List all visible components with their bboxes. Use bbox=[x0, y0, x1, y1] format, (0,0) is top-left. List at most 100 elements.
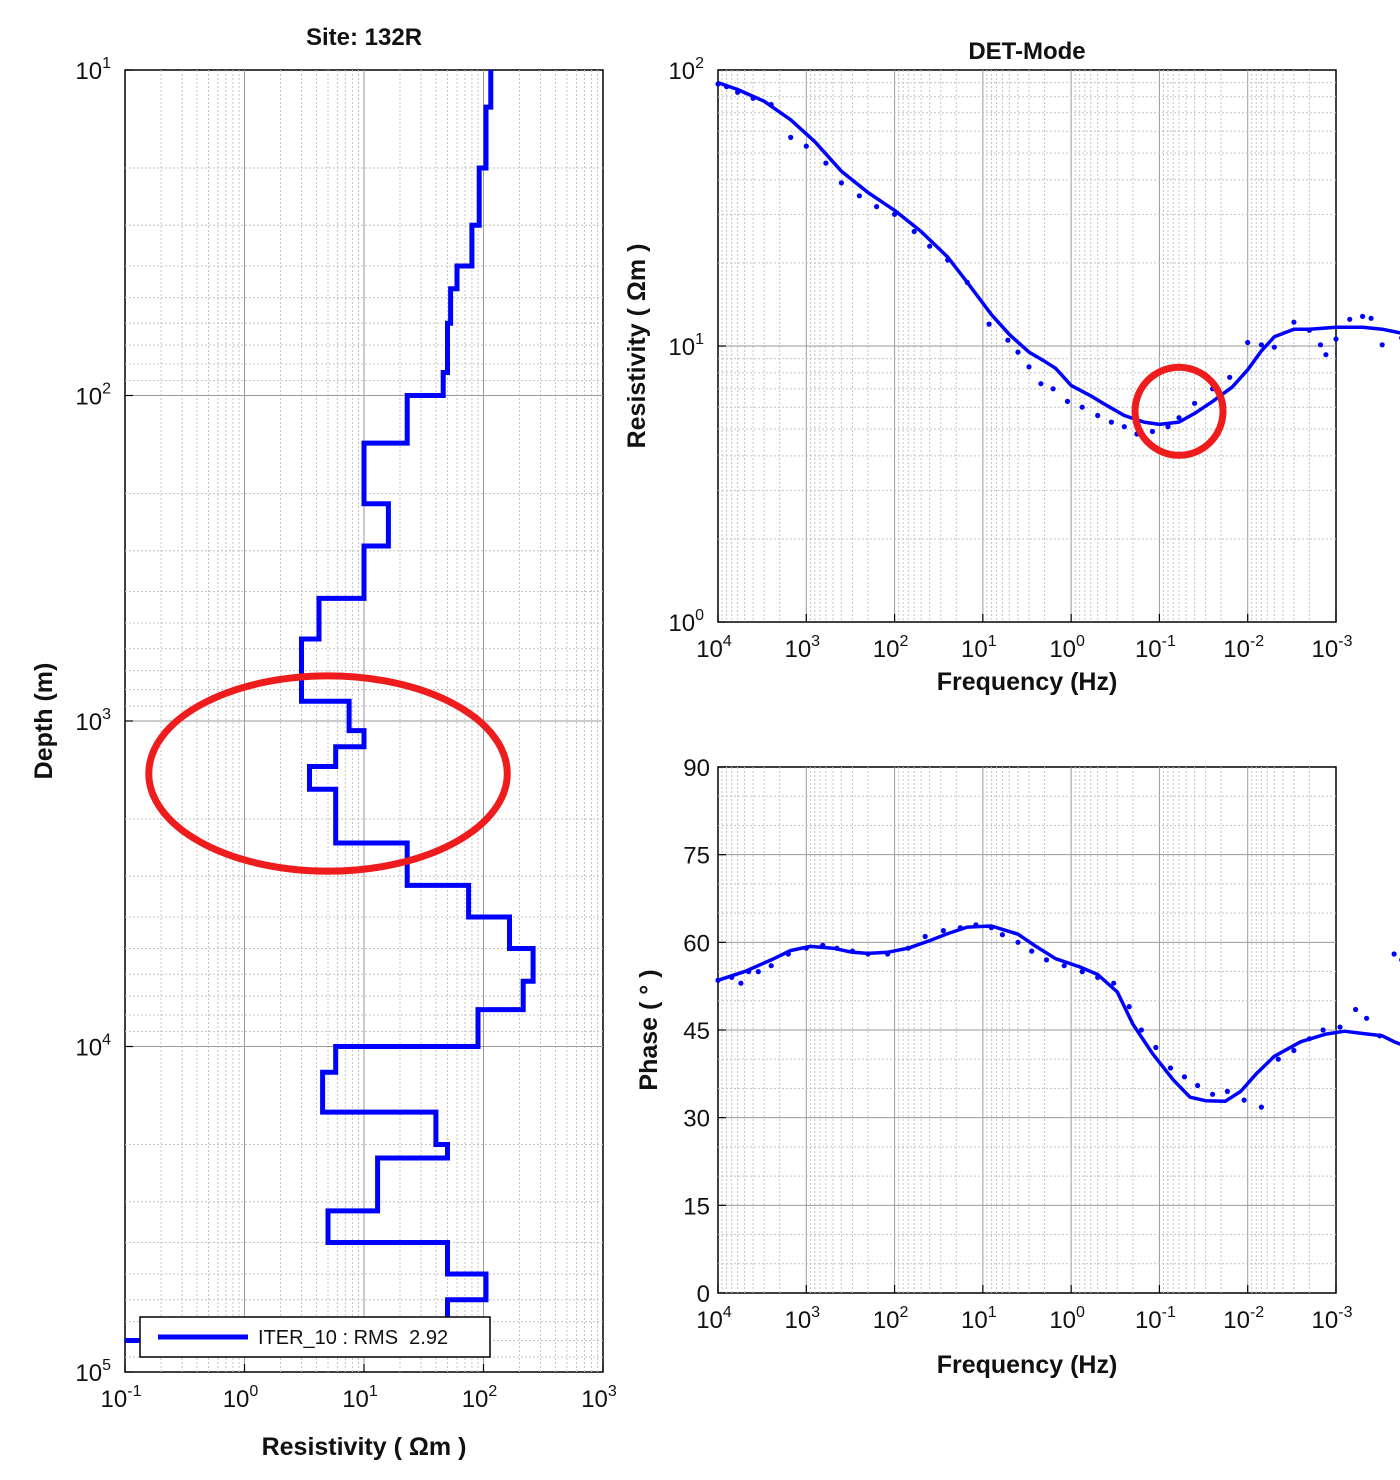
rho-x-tick-label: 103 bbox=[784, 633, 820, 663]
phase-data-point bbox=[1275, 1056, 1281, 1062]
rho-data-point bbox=[1227, 374, 1233, 380]
depth-y-tick-label: 101 bbox=[75, 55, 111, 85]
phase-data-point bbox=[988, 925, 995, 931]
rho-x-tick-label: 10-2 bbox=[1223, 633, 1264, 663]
rho-y-tick-label: 101 bbox=[668, 331, 704, 361]
highlight-ellipse bbox=[145, 672, 511, 875]
phase-data-point bbox=[922, 933, 928, 940]
phase-y-tick-label: 30 bbox=[683, 1106, 710, 1133]
phase-data-point bbox=[1138, 1027, 1144, 1033]
phase-data-point bbox=[1167, 1065, 1174, 1071]
rho-series-line bbox=[717, 80, 1400, 427]
rho-data-point bbox=[1368, 315, 1374, 321]
rho-data-point bbox=[874, 204, 880, 210]
phase-data-point bbox=[865, 951, 871, 957]
rho-data-point bbox=[1258, 342, 1264, 348]
depth-annotation bbox=[145, 672, 511, 875]
legend-label: ITER_10 : RMS 2.92 bbox=[258, 1327, 448, 1349]
phase-data-point bbox=[738, 980, 744, 986]
phase-data-point bbox=[999, 932, 1006, 938]
depth-y-axis-label: Depth (m) bbox=[30, 663, 58, 780]
phase-x-tick-label: 104 bbox=[696, 1304, 732, 1334]
rho-x-tick-label: 10-1 bbox=[1135, 633, 1176, 663]
phase-y-tick-label: 60 bbox=[683, 930, 710, 957]
phase-data-point bbox=[1306, 1036, 1312, 1042]
rho-data-point bbox=[715, 81, 721, 87]
phase-data-point bbox=[1015, 939, 1021, 945]
phase-y-axis-label: Phase ( ° ) bbox=[635, 969, 663, 1090]
phase-data-point bbox=[1079, 969, 1085, 975]
rho-chart-title: DET-Mode bbox=[968, 38, 1085, 65]
rho-data-point bbox=[735, 89, 741, 95]
rho-data-point bbox=[1064, 398, 1071, 404]
phase-data-point bbox=[905, 945, 911, 951]
rho-data-point bbox=[1176, 415, 1182, 421]
rho-data-point bbox=[856, 193, 863, 199]
phase-data-point bbox=[729, 974, 735, 981]
phase-grid bbox=[718, 767, 1336, 1293]
rho-data-point bbox=[986, 321, 992, 327]
phase-data-point bbox=[1353, 1006, 1359, 1013]
phase-data-point bbox=[1061, 963, 1067, 969]
phase-data-point bbox=[1291, 1047, 1297, 1054]
rho-data-point bbox=[1360, 313, 1366, 319]
rho-data-point bbox=[750, 95, 756, 101]
rho-ticks: 104 103 102 101 100 10-1 10-2 10-3 100 101 102 bbox=[668, 55, 1352, 663]
phase-y-tick-label: 0 bbox=[697, 1281, 710, 1308]
phase-series bbox=[715, 922, 1400, 1110]
rho-data-point bbox=[1291, 319, 1297, 325]
phase-ticks: 104 103 102 101 100 10-1 10-2 10-3 0 15 30 45 60 75 90 bbox=[683, 755, 1352, 1334]
phase-data-point bbox=[1364, 1015, 1370, 1021]
phase-data-point bbox=[1337, 1024, 1343, 1030]
rho-data-point bbox=[1005, 337, 1011, 343]
phase-x-tick-label: 100 bbox=[1049, 1304, 1085, 1334]
depth-x-tick-label: 10-1 bbox=[101, 1383, 142, 1413]
rho-data-point bbox=[945, 257, 951, 263]
depth-panel: 10-1 100 101 102 103 101 102 103 104 105 Site: 13… bbox=[30, 24, 617, 1461]
rho-data-point bbox=[768, 101, 774, 108]
phase-data-point bbox=[1224, 1088, 1230, 1094]
rho-data-point bbox=[1165, 424, 1171, 430]
rho-data-point bbox=[1317, 342, 1324, 348]
phase-x-tick-label: 101 bbox=[961, 1304, 997, 1334]
phase-data-point bbox=[1195, 1082, 1201, 1089]
phase-data-point bbox=[820, 942, 826, 948]
depth-chart-title: Site: 132R bbox=[306, 24, 422, 51]
phase-data-point bbox=[768, 963, 774, 969]
rho-data-point bbox=[1347, 316, 1353, 322]
rho-data-point bbox=[1026, 364, 1032, 370]
rho-grid bbox=[718, 70, 1336, 622]
rho-data-point bbox=[1271, 344, 1277, 350]
rho-data-point bbox=[1306, 327, 1312, 333]
highlight-circle bbox=[1131, 363, 1227, 459]
phase-data-point bbox=[715, 977, 721, 983]
rho-data-point bbox=[927, 243, 933, 249]
rho-data-point bbox=[823, 160, 829, 166]
rho-data-point bbox=[1038, 381, 1044, 387]
phase-data-point bbox=[1043, 957, 1050, 963]
phase-data-point bbox=[755, 969, 761, 975]
rho-series bbox=[715, 80, 1400, 437]
phase-data-point bbox=[1258, 1104, 1264, 1110]
rho-data-point bbox=[1333, 336, 1339, 342]
phase-data-point bbox=[785, 951, 791, 957]
phase-x-axis-label: Frequency (Hz) bbox=[937, 1351, 1118, 1379]
rho-y-axis-label: Resistivity ( Ωm ) bbox=[623, 244, 651, 449]
depth-series bbox=[125, 70, 536, 1343]
phase-data-point bbox=[746, 969, 752, 975]
phase-data-point bbox=[940, 928, 947, 934]
phase-series-line bbox=[717, 924, 1400, 1104]
rho-data-point bbox=[838, 180, 845, 186]
phase-x-tick-label: 10-1 bbox=[1135, 1304, 1176, 1334]
phase-x-tick-label: 102 bbox=[873, 1304, 909, 1334]
phase-data-point bbox=[1029, 948, 1035, 954]
rho-data-point bbox=[964, 279, 970, 285]
phase-data-point bbox=[1181, 1074, 1188, 1080]
phase-x-tick-label: 10-3 bbox=[1312, 1304, 1353, 1334]
rho-data-point bbox=[1108, 419, 1114, 425]
phase-x-tick-label: 10-2 bbox=[1223, 1304, 1264, 1334]
rho-data-point bbox=[1050, 386, 1056, 392]
depth-x-tick-label: 101 bbox=[342, 1383, 378, 1413]
legend: ITER_10 : RMS 2.92 bbox=[139, 1316, 491, 1358]
